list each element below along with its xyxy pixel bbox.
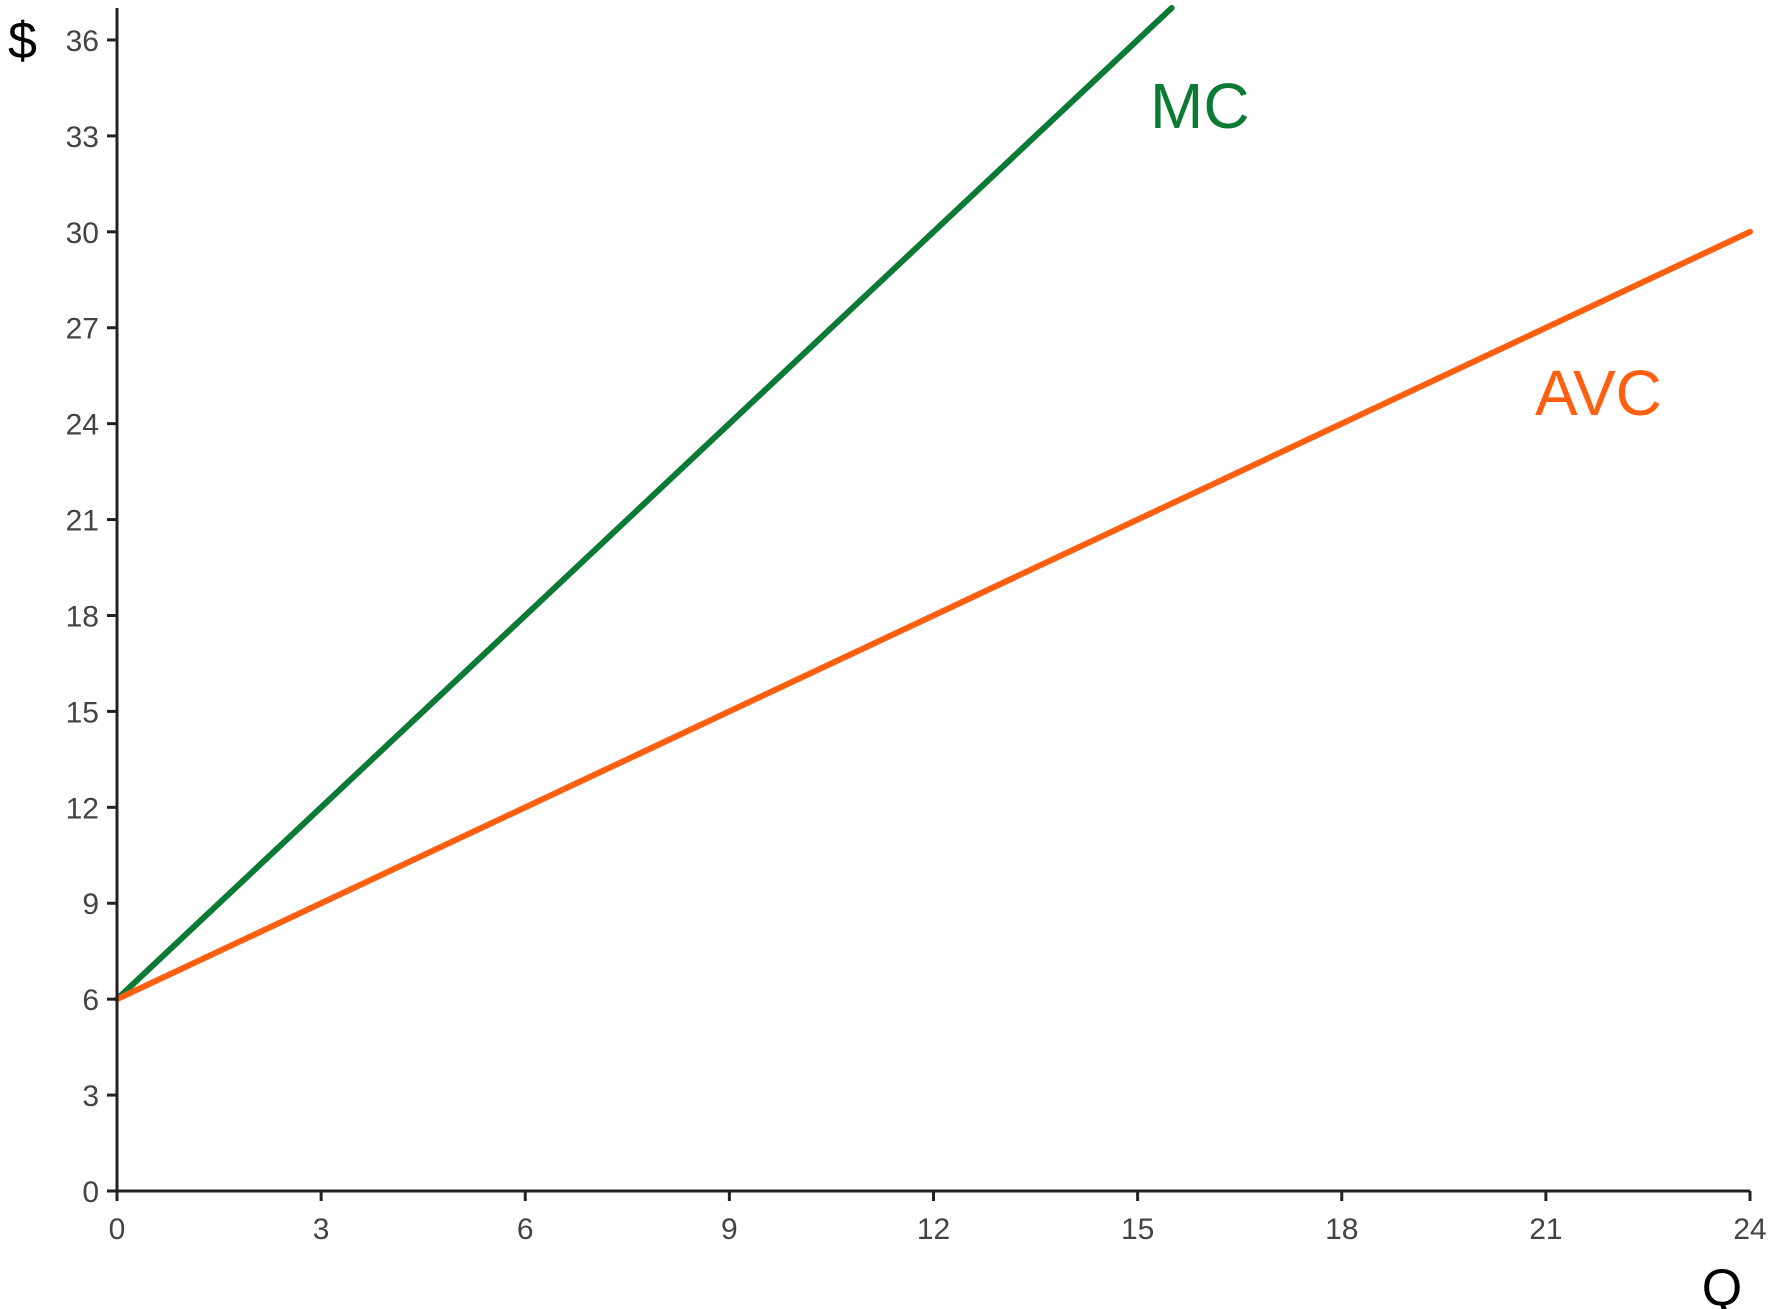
y-tick-label: 30	[66, 217, 99, 250]
x-tick-label: 24	[1733, 1213, 1766, 1246]
y-tick-label: 6	[82, 984, 99, 1017]
y-tick-label: 0	[82, 1176, 99, 1209]
y-axis-title: $	[8, 12, 37, 70]
series-line-avc	[114, 228, 1753, 1003]
labels-layer: MC AVC $ Q	[8, 12, 1742, 1309]
x-tick-label: 18	[1325, 1213, 1358, 1246]
x-tick-label: 12	[917, 1213, 950, 1246]
y-tick-label: 9	[82, 888, 99, 921]
y-tick-label: 3	[82, 1080, 99, 1113]
y-tick-label: 27	[66, 313, 99, 346]
series-label-avc: AVC	[1535, 357, 1662, 429]
x-tick-label: 0	[109, 1213, 126, 1246]
x-axis-title: Q	[1702, 1259, 1742, 1309]
x-tick-label: 9	[721, 1213, 738, 1246]
y-tick-label: 12	[66, 792, 99, 825]
y-tick-label: 24	[66, 409, 99, 442]
series-label-mc: MC	[1150, 70, 1250, 142]
x-tick-label: 15	[1121, 1213, 1154, 1246]
y-tick-label: 21	[66, 505, 99, 538]
y-tick-label: 33	[66, 121, 99, 154]
y-tick-label: 18	[66, 600, 99, 633]
x-tick-label: 6	[517, 1213, 534, 1246]
series-layer	[114, 5, 1753, 1003]
x-tick-label: 21	[1529, 1213, 1562, 1246]
series-line-mc	[114, 5, 1175, 1003]
axes-layer	[115, 8, 1750, 1193]
y-tick-label: 36	[66, 25, 99, 58]
x-tick-label: 3	[313, 1213, 330, 1246]
y-tick-label: 15	[66, 696, 99, 729]
